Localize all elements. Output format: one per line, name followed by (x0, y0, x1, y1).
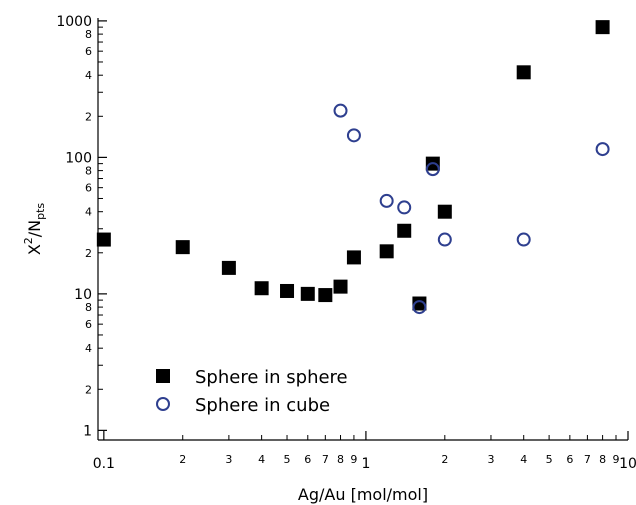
x-tick-label: 1 (361, 456, 370, 472)
x-minor-tick-label: 6 (304, 453, 311, 466)
x-minor-tick-label: 8 (599, 453, 606, 466)
point-sphere-in-cube (425, 162, 440, 177)
point-sphere-in-sphere (280, 283, 295, 298)
point-sphere-in-sphere (175, 240, 190, 255)
x-minor-tick-label: 2 (179, 453, 186, 466)
y-axis-title-base: X (25, 244, 44, 255)
y-minor-tick-label: 6 (85, 318, 92, 331)
point-sphere-in-sphere (437, 204, 452, 219)
legend-marker-sphere-in-cube (156, 397, 170, 411)
legend-label-sphere-in-sphere: Sphere in sphere (195, 367, 348, 388)
point-sphere-in-cube (412, 300, 427, 315)
point-sphere-in-sphere (254, 281, 269, 296)
y-minor-tick-label: 4 (85, 69, 92, 82)
x-minor-tick-label: 7 (322, 453, 329, 466)
y-minor-tick-label: 4 (85, 206, 92, 219)
x-minor-tick-label: 4 (258, 453, 265, 466)
y-minor-tick-label: 2 (85, 110, 92, 123)
x-minor-tick-label: 6 (566, 453, 573, 466)
y-tick-label: 1000 (56, 14, 92, 30)
x-minor-tick-label: 5 (284, 453, 291, 466)
y-minor-tick-label: 4 (85, 342, 92, 355)
legend: Sphere in sphere Sphere in cube (156, 367, 348, 416)
svg-text:X2/Npts: X2/Npts (22, 203, 47, 256)
point-sphere-in-cube (379, 193, 394, 208)
y-minor-tick-label: 8 (85, 301, 92, 314)
x-minor-tick-label: 7 (584, 453, 591, 466)
point-sphere-in-sphere (397, 223, 412, 238)
point-sphere-in-sphere (516, 65, 531, 80)
y-tick-label: 100 (65, 150, 92, 166)
point-sphere-in-cube (333, 103, 348, 118)
point-sphere-in-sphere (379, 244, 394, 259)
axes (97, 18, 628, 441)
x-minor-tick-label: 9 (613, 453, 620, 466)
legend-marker-sphere-in-sphere (156, 369, 170, 383)
y-axis-title-slash: /N (25, 220, 44, 237)
y-minor-tick-label: 6 (85, 182, 92, 195)
x-minor-tick-label: 2 (441, 453, 448, 466)
point-sphere-in-cube (437, 232, 452, 247)
point-sphere-in-cube (595, 142, 610, 157)
x-tick-label: 10 (619, 456, 636, 472)
x-minor-tick-label: 3 (487, 453, 494, 466)
x-axis-ticks: 0.1 1 102 3 4 5 6 7 8 9 2 3 4 5 6 7 8 9 (93, 431, 636, 472)
y-axis-title-sub: pts (34, 203, 47, 220)
point-sphere-in-sphere (318, 288, 333, 303)
y-axis-ticks: 1 10 100 1000 2 4 6 8 2 4 6 8 2 4 6 8 (56, 14, 107, 439)
point-sphere-in-sphere (221, 260, 236, 275)
y-axis-title: X2/Npts (22, 203, 47, 256)
y-axis-title-sup: 2 (22, 237, 35, 244)
x-minor-tick-label: 4 (520, 453, 527, 466)
y-minor-tick-label: 8 (85, 28, 92, 41)
x-minor-tick-label: 9 (350, 453, 357, 466)
point-sphere-in-sphere (412, 296, 427, 311)
point-sphere-in-sphere (96, 232, 111, 247)
y-minor-tick-label: 6 (85, 45, 92, 58)
y-minor-tick-label: 2 (85, 247, 92, 260)
point-sphere-in-sphere (595, 20, 610, 35)
point-sphere-in-cube (346, 128, 361, 143)
data-points (96, 20, 610, 315)
x-minor-tick-label: 3 (225, 453, 232, 466)
point-sphere-in-cube (516, 232, 531, 247)
y-tick-label: 1 (83, 423, 92, 439)
point-sphere-in-sphere (300, 286, 315, 301)
x-minor-tick-label: 8 (337, 453, 344, 466)
x-tick-label: 0.1 (93, 456, 115, 472)
point-sphere-in-cube (397, 200, 412, 215)
x-axis-title: Ag/Au [mol/mol] (298, 485, 428, 504)
point-sphere-in-sphere (346, 250, 361, 265)
legend-label-sphere-in-cube: Sphere in cube (195, 395, 330, 416)
y-minor-tick-label: 2 (85, 383, 92, 396)
point-sphere-in-sphere (333, 279, 348, 294)
x-minor-tick-label: 5 (546, 453, 553, 466)
y-tick-label: 10 (74, 287, 92, 303)
y-minor-tick-label: 8 (85, 165, 92, 178)
